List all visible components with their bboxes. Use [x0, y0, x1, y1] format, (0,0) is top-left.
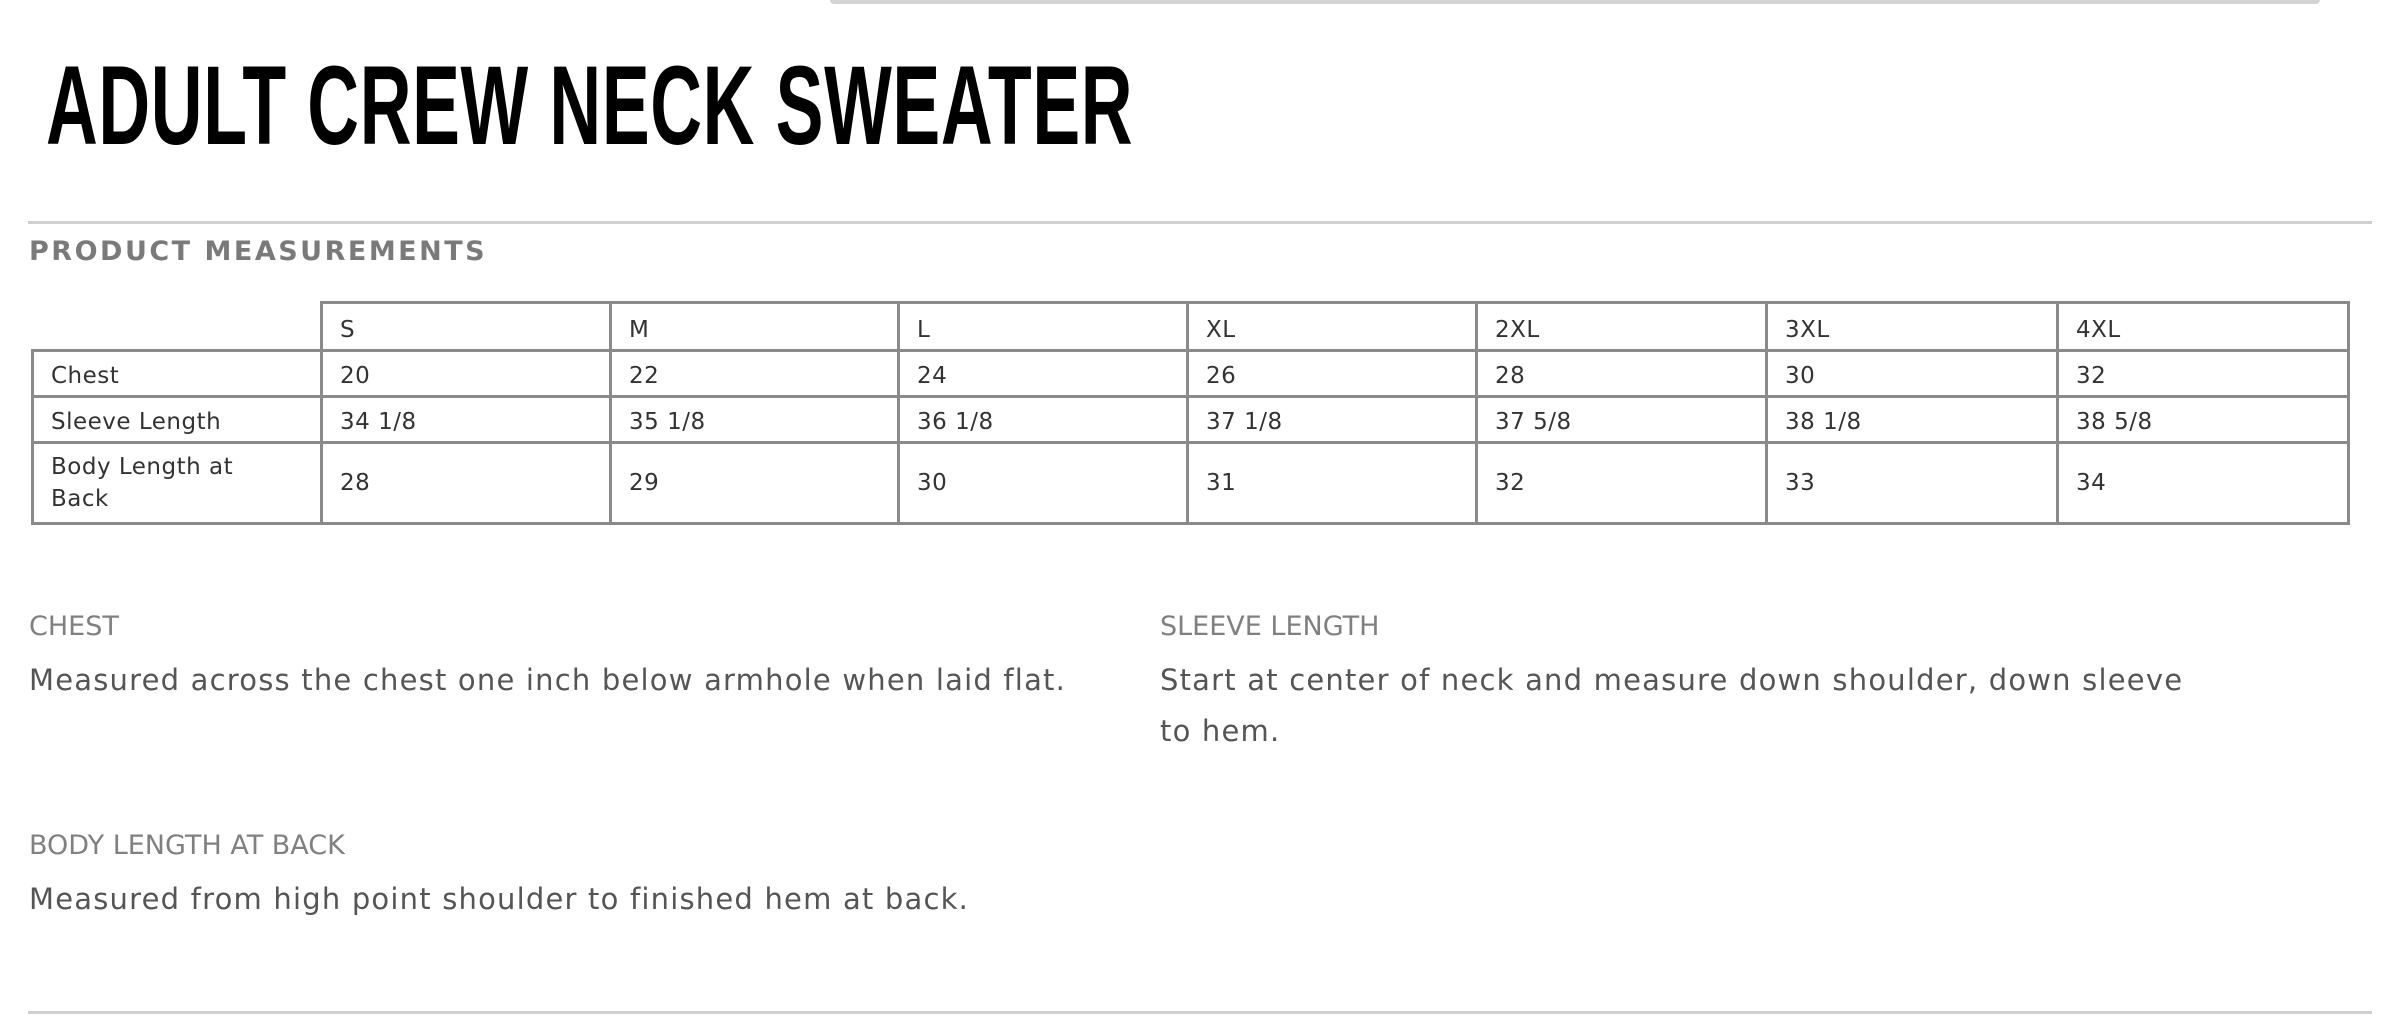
- table-cell: 32: [2056, 349, 2350, 398]
- page-title: ADULT CREW NECK SWEATER: [46, 43, 1134, 168]
- table-cell: 28: [320, 441, 612, 525]
- table-cell: 33: [1765, 441, 2059, 525]
- table-cell: 30: [897, 441, 1189, 525]
- table-cell: 34: [2056, 441, 2350, 525]
- table-cell: 36 1/8: [897, 395, 1189, 444]
- row-label: Body Length at Back: [31, 441, 323, 525]
- row-label: Sleeve Length: [31, 395, 323, 444]
- table-cell: 24: [897, 349, 1189, 398]
- row-label: Chest: [31, 349, 323, 398]
- table-cell: 20: [320, 349, 612, 398]
- sleeve-length-heading: SLEEVE LENGTH: [1160, 611, 1380, 642]
- top-decoration: [830, 0, 2320, 4]
- sleeve-length-description: Start at center of neck and measure down…: [1160, 663, 2184, 748]
- divider-top: [28, 221, 2372, 224]
- table-cell: 38 1/8: [1765, 395, 2059, 444]
- header-cell: M: [609, 301, 900, 352]
- table-cell: 38 5/8: [2056, 395, 2350, 444]
- header-cell: S: [320, 301, 612, 352]
- header-cell: L: [897, 301, 1189, 352]
- table-cell: 28: [1475, 349, 1768, 398]
- table-cell: 29: [609, 441, 900, 525]
- table-cell: 37 5/8: [1475, 395, 1768, 444]
- header-cell: XL: [1186, 301, 1478, 352]
- chest-heading: CHEST: [29, 611, 119, 642]
- table-row-body-length: Body Length at Back 28 29 30 31 32 33 34: [31, 441, 2350, 525]
- table-cell: 32: [1475, 441, 1768, 525]
- header-cell: 4XL: [2056, 301, 2350, 352]
- table-cell: 34 1/8: [320, 395, 612, 444]
- table-cell: 26: [1186, 349, 1478, 398]
- section-title: PRODUCT MEASUREMENTS: [29, 236, 488, 267]
- header-blank-cell: [32, 302, 323, 352]
- body-length-description: Measured from high point shoulder to fin…: [29, 882, 970, 916]
- header-cell: 2XL: [1475, 301, 1768, 352]
- header-cell: 3XL: [1765, 301, 2059, 352]
- chest-description: Measured across the chest one inch below…: [29, 663, 1067, 697]
- table-row-sleeve-length: Sleeve Length 34 1/8 35 1/8 36 1/8 37 1/…: [31, 395, 2350, 444]
- table-cell: 35 1/8: [609, 395, 900, 444]
- table-cell: 31: [1186, 441, 1478, 525]
- table-cell: 37 1/8: [1186, 395, 1478, 444]
- table-header-row: S M L XL 2XL 3XL 4XL: [32, 301, 2350, 352]
- table-cell: 22: [609, 349, 900, 398]
- measurements-table: S M L XL 2XL 3XL 4XL Chest 20 22 24 26 2…: [31, 301, 2350, 525]
- body-length-heading: BODY LENGTH AT BACK: [29, 830, 345, 861]
- table-cell: 30: [1765, 349, 2059, 398]
- divider-bottom: [28, 1011, 2372, 1014]
- table-row-chest: Chest 20 22 24 26 28 30 32: [31, 349, 2350, 398]
